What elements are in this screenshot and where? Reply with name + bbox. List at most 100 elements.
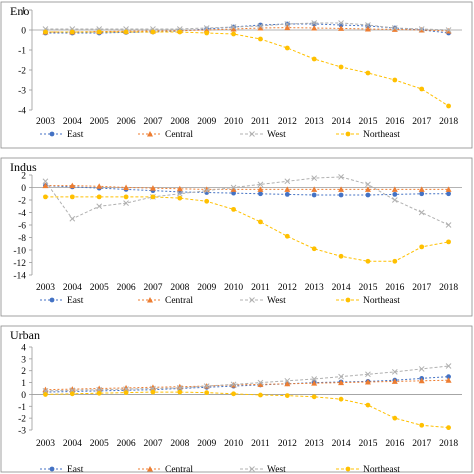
legend-marker (345, 297, 351, 303)
data-point (231, 190, 236, 196)
x-tick-label: 2016 (385, 439, 404, 449)
data-point (150, 194, 156, 200)
x-tick-label: 2018 (439, 283, 458, 293)
y-tick-label: 2 (21, 172, 26, 182)
data-point (176, 190, 183, 197)
x-tick-label: 2015 (358, 117, 377, 127)
data-point (150, 389, 156, 395)
data-point (445, 363, 452, 369)
data-point (203, 27, 210, 33)
series-northeast (43, 29, 451, 109)
data-point (257, 379, 264, 386)
data-point (419, 244, 425, 250)
data-point (391, 369, 398, 375)
data-point (391, 26, 398, 32)
series-central (42, 377, 452, 393)
data-point (311, 20, 318, 26)
data-point (338, 174, 344, 180)
data-point (123, 386, 129, 392)
data-point (230, 26, 237, 32)
x-tick-label: 2007 (143, 117, 162, 127)
series-line (45, 365, 449, 392)
legend-label: Central (165, 465, 193, 474)
x-tick-label: 2018 (439, 117, 458, 127)
y-tick-label: -3 (18, 87, 26, 97)
data-point (69, 194, 75, 200)
legend-marker (49, 297, 55, 303)
y-tick-label: 0 (21, 184, 26, 194)
data-point (365, 402, 371, 408)
legend-label: Central (165, 130, 193, 140)
y-tick-label: -3 (18, 427, 26, 437)
data-point (392, 258, 398, 264)
data-point (392, 191, 398, 197)
y-tick-label: 1 (21, 379, 26, 389)
data-point (418, 377, 425, 384)
data-point (258, 219, 263, 225)
data-point (418, 26, 425, 32)
data-point (284, 393, 290, 399)
data-point (123, 184, 130, 190)
y-tick-label: 2 (21, 367, 26, 377)
legend-label: Northeast (363, 130, 400, 140)
data-point (446, 239, 451, 245)
y-tick-label: -4 (18, 209, 26, 219)
x-tick-label: 2008 (170, 283, 189, 293)
x-tick-label: 2009 (197, 117, 216, 127)
data-point (258, 392, 263, 398)
legend-entry: East (40, 465, 84, 474)
x-tick-label: 2011 (251, 439, 270, 449)
legend-marker (147, 297, 153, 303)
legend-label: West (267, 130, 286, 140)
data-point (123, 29, 129, 35)
series-line (45, 376, 449, 393)
data-point (177, 389, 183, 395)
y-tick-label: -1 (18, 403, 26, 413)
data-point (42, 388, 49, 394)
data-point (311, 56, 317, 62)
x-tick-label: 2010 (224, 439, 243, 449)
data-point (177, 29, 183, 35)
data-point (257, 181, 264, 188)
series-northeast (43, 194, 451, 264)
x-tick-label: 2015 (358, 439, 377, 449)
data-point (391, 25, 398, 31)
data-point (284, 21, 291, 27)
data-point (123, 390, 129, 396)
data-point (365, 258, 371, 264)
data-point (338, 379, 345, 386)
y-tick-label: -6 (18, 222, 26, 232)
x-tick-label: 2004 (63, 283, 82, 293)
x-tick-label: 2012 (278, 283, 297, 293)
data-point (150, 29, 156, 35)
data-point (204, 198, 210, 204)
data-point (338, 25, 345, 31)
data-point (284, 377, 291, 384)
x-tick-label: 2006 (117, 439, 136, 449)
legend-marker (249, 131, 255, 137)
data-point (446, 103, 451, 109)
data-point (42, 178, 49, 185)
data-point (284, 380, 291, 387)
y-tick-label: 3 (21, 355, 26, 365)
data-point (445, 377, 452, 383)
data-point (418, 209, 425, 216)
series-east (43, 183, 451, 198)
data-point (392, 415, 398, 421)
data-point (231, 391, 236, 397)
data-point (311, 376, 318, 382)
data-point (338, 373, 344, 380)
data-point (338, 64, 344, 70)
data-point (96, 194, 102, 200)
legend-entry: Central (138, 296, 193, 306)
data-point (176, 185, 183, 192)
data-point (123, 194, 129, 200)
series-line (45, 185, 449, 190)
legend-marker (345, 466, 351, 472)
data-point (338, 192, 344, 198)
x-tick-label: 2009 (197, 439, 216, 449)
series-west (42, 174, 452, 228)
x-tick-label: 2010 (224, 283, 243, 293)
legend-marker (249, 297, 255, 303)
